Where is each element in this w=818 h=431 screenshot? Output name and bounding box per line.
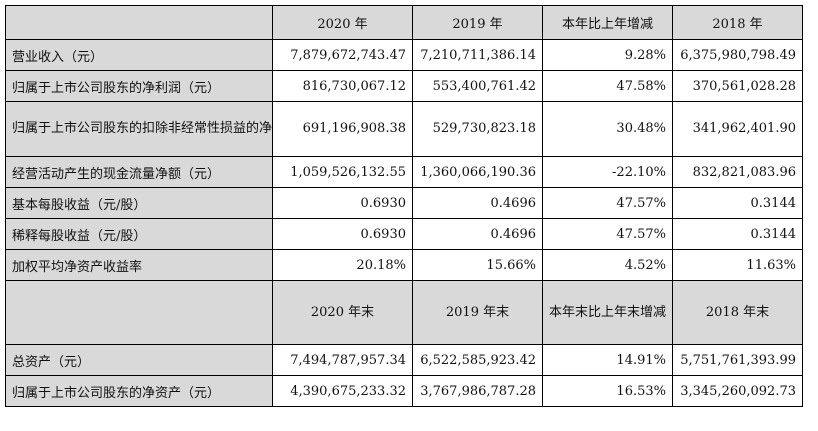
table-row: 基本每股收益（元/股） 0.6930 0.4696 47.57% 0.3144 [5,187,803,219]
value-change: 4.52% [542,249,673,281]
value-2020: 0.6930 [272,218,413,250]
header-cell-2019: 2019 年 [412,5,543,40]
value-2018: 370,561,028.28 [672,70,803,102]
table-row: 稀释每股收益（元/股） 0.6930 0.4696 47.57% 0.3144 [5,218,803,250]
row-label: 稀释每股收益（元/股） [5,218,273,250]
value-2018: 832,821,083.96 [672,156,803,188]
value-2019: 6,522,585,923.42 [412,344,543,376]
row-label: 归属于上市公司股东的净利润（元） [5,70,273,102]
value-2020: 7,494,787,957.34 [272,344,413,376]
value-2018: 6,375,980,798.49 [672,39,803,71]
value-change: 14.91% [542,344,673,376]
value-2019: 1,360,066,190.36 [412,156,543,188]
header-cell-empty [5,280,273,345]
header-cell-change: 本年比上年增减 [542,5,673,40]
row-label: 总资产（元） [5,344,273,376]
value-2020: 4,390,675,233.32 [272,375,413,407]
value-change: 16.53% [542,375,673,407]
value-2020: 7,879,672,743.47 [272,39,413,71]
value-change: 47.58% [542,70,673,102]
value-change: 47.57% [542,187,673,219]
value-change: 47.57% [542,218,673,250]
value-2018: 341,962,401.90 [672,101,803,157]
value-2019: 15.66% [412,249,543,281]
value-2019: 0.4696 [412,187,543,219]
header-cell-2018: 2018 年 [672,5,803,40]
value-2019: 7,210,711,386.14 [412,39,543,71]
header-cell-2020: 2020 年 [272,5,413,40]
table-row: 归属于上市公司股东的净利润（元） 816,730,067.12 553,400,… [5,70,803,102]
value-2019: 0.4696 [412,218,543,250]
value-2018: 0.3144 [672,187,803,219]
row-label: 经营活动产生的现金流量净额（元） [5,156,273,188]
table-row: 营业收入（元） 7,879,672,743.47 7,210,711,386.1… [5,39,803,71]
financial-table: 2020 年 2019 年 本年比上年增减 2018 年 营业收入（元） 7,8… [5,5,803,407]
row-label: 归属于上市公司股东的净资产（元） [5,375,273,407]
row-label: 加权平均净资产收益率 [5,249,273,281]
table-row: 总资产（元） 7,494,787,957.34 6,522,585,923.42… [5,344,803,376]
value-2019: 529,730,823.18 [412,101,543,157]
value-2019: 3,767,986,787.28 [412,375,543,407]
value-2018: 0.3144 [672,218,803,250]
value-change: 9.28% [542,39,673,71]
header-cell-2018-end: 2018 年末 [672,280,803,345]
header-cell-2020-end: 2020 年末 [272,280,413,345]
value-2019: 553,400,761.42 [412,70,543,102]
row-label: 基本每股收益（元/股） [5,187,273,219]
value-2020: 1,059,526,132.55 [272,156,413,188]
value-change: -22.10% [542,156,673,188]
value-2020: 816,730,067.12 [272,70,413,102]
value-2018: 3,345,260,092.73 [672,375,803,407]
header-row-annual: 2020 年 2019 年 本年比上年增减 2018 年 [5,5,803,40]
row-label: 营业收入（元） [5,39,273,71]
table-row: 归属于上市公司股东的扣除非经常性损益的净利润（元） 691,196,908.38… [5,101,803,157]
header-cell-change-end: 本年末比上年末增减 [542,280,673,345]
value-2020: 20.18% [272,249,413,281]
financial-summary: 2020 年 2019 年 本年比上年增减 2018 年 营业收入（元） 7,8… [5,5,803,407]
table-row: 加权平均净资产收益率 20.18% 15.66% 4.52% 11.63% [5,249,803,281]
header-cell-empty [5,5,273,40]
header-row-year-end: 2020 年末 2019 年末 本年末比上年末增减 2018 年末 [5,280,803,345]
table-row: 归属于上市公司股东的净资产（元） 4,390,675,233.32 3,767,… [5,375,803,407]
row-label: 归属于上市公司股东的扣除非经常性损益的净利润（元） [5,101,273,157]
value-2020: 691,196,908.38 [272,101,413,157]
value-2018: 11.63% [672,249,803,281]
value-2020: 0.6930 [272,187,413,219]
header-cell-2019-end: 2019 年末 [412,280,543,345]
table-row: 经营活动产生的现金流量净额（元） 1,059,526,132.55 1,360,… [5,156,803,188]
value-2018: 5,751,761,393.99 [672,344,803,376]
value-change: 30.48% [542,101,673,157]
